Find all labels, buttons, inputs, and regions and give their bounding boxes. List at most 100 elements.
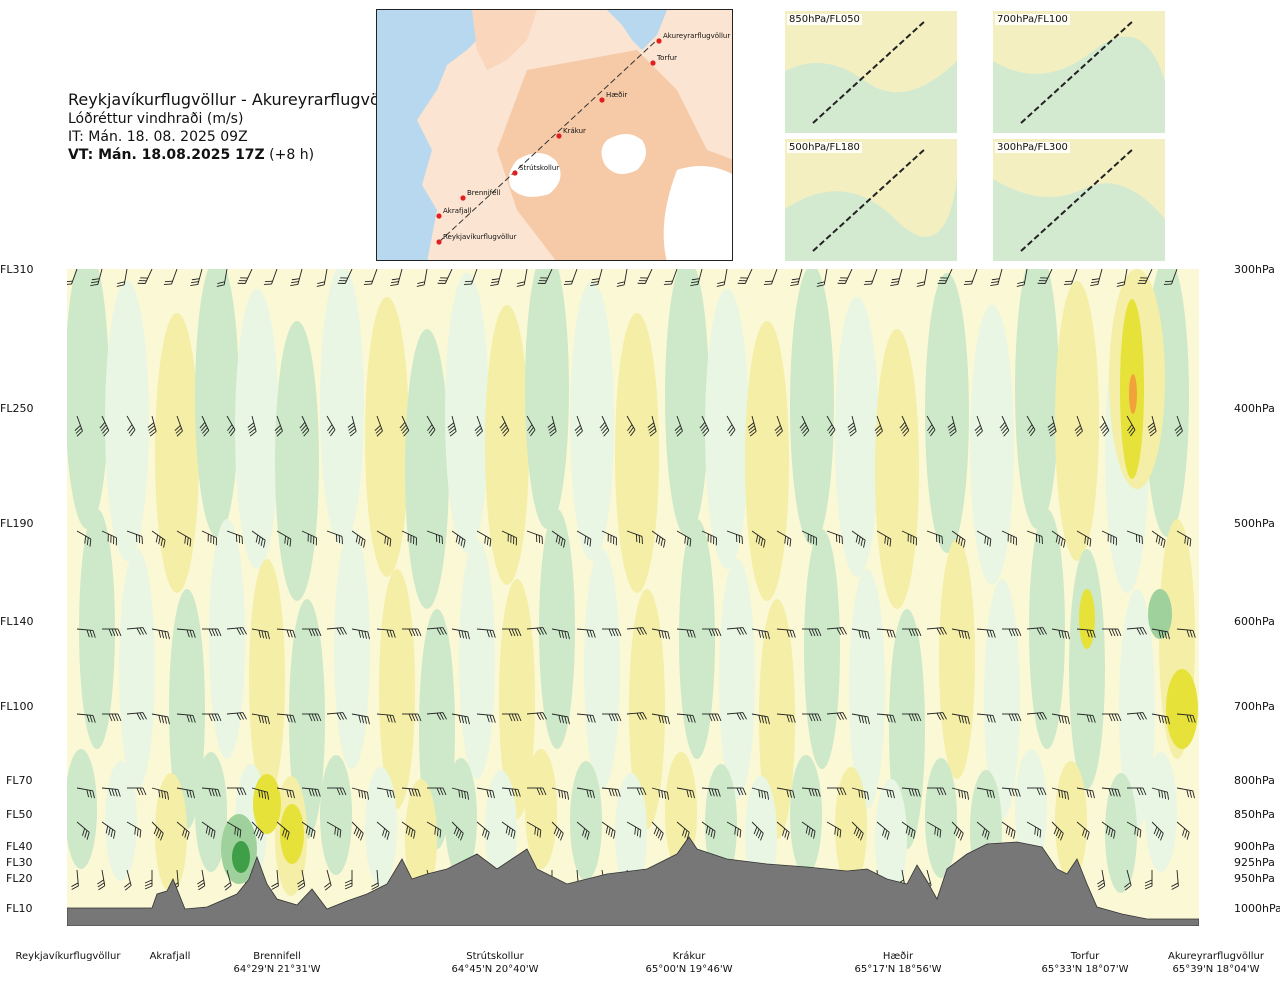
wind-barb	[651, 713, 670, 725]
contour-region	[875, 329, 919, 609]
fl-tick-label: FL30	[6, 856, 33, 869]
wind-barb	[76, 713, 96, 723]
wind-barb	[1001, 787, 1021, 797]
wind-barb	[351, 821, 364, 841]
contour-region	[119, 549, 155, 789]
pressure-tick-label: 900hPa	[1234, 840, 1275, 853]
contour-region	[405, 779, 437, 899]
fl-tick-label: FL250	[0, 402, 34, 415]
wind-barb	[476, 628, 496, 638]
wind-barb	[363, 269, 378, 285]
downdraft-peak	[1129, 374, 1137, 414]
wind-barb	[201, 787, 221, 797]
wind-barb	[251, 821, 264, 841]
wind-barb	[676, 530, 692, 547]
contour-region	[539, 509, 575, 749]
updraft-core	[232, 841, 250, 873]
wind-barb	[726, 530, 743, 545]
wind-barb	[902, 628, 922, 637]
wind-barb	[1076, 628, 1096, 638]
wind-barb	[226, 530, 243, 545]
wind-barb	[690, 269, 703, 286]
wind-barb	[651, 821, 664, 841]
wind-barb	[371, 869, 379, 890]
wind-barb	[837, 269, 853, 284]
contour-region	[105, 281, 149, 561]
wind-barb	[601, 787, 621, 797]
wind-barb	[526, 712, 547, 721]
wind-barb	[602, 713, 622, 722]
wind-barb	[426, 530, 443, 545]
wind-barb	[851, 821, 864, 841]
contour-region	[804, 529, 840, 769]
wind-barb	[376, 821, 390, 840]
fjord-north	[607, 10, 667, 50]
wind-barb	[526, 530, 543, 545]
contour-region	[1015, 269, 1059, 529]
wind-barb	[476, 787, 495, 799]
wind-barb	[102, 713, 122, 722]
chart-header: Reykjavíkurflugvöllur - Akureyrarflugvöl…	[68, 90, 405, 164]
wind-barb	[1176, 787, 1195, 799]
contour-region	[1055, 761, 1087, 881]
wind-barb	[976, 628, 996, 638]
wind-barb	[1126, 530, 1143, 545]
wind-barb	[251, 628, 270, 640]
wind-barb	[876, 821, 890, 840]
pressure-tick-label: 800hPa	[1234, 774, 1275, 787]
wind-barb	[751, 821, 764, 841]
wind-barb	[376, 713, 396, 723]
wind-barb	[537, 269, 553, 284]
wind-barb	[76, 530, 92, 547]
wind-barb	[874, 415, 883, 437]
wind-barb	[390, 269, 403, 286]
wind-barb	[402, 713, 422, 722]
wind-barb	[126, 530, 143, 545]
wind-barb	[399, 415, 410, 437]
contour-region	[679, 519, 715, 759]
wind-barb	[616, 269, 628, 287]
wind-barb	[1176, 628, 1196, 638]
wind-barb	[201, 821, 216, 839]
wind-barb	[951, 628, 970, 640]
wind-barb	[501, 787, 521, 797]
mini-map-label: 700hPa/FL100	[995, 14, 1070, 25]
wind-barb	[847, 415, 857, 437]
contour-region	[67, 749, 97, 869]
wind-barb	[551, 530, 566, 548]
contour-region	[1055, 281, 1099, 561]
wind-barb	[237, 269, 253, 284]
wind-barb	[701, 821, 716, 839]
wind-barb	[190, 269, 203, 286]
contour-region	[790, 755, 822, 875]
wind-barb	[1126, 821, 1142, 838]
wind-barb	[701, 787, 721, 797]
wind-barb	[999, 415, 1010, 437]
wind-barb	[202, 628, 222, 637]
wind-barb	[626, 530, 643, 545]
wind-barb	[463, 269, 478, 285]
wind-barb	[147, 415, 157, 437]
wind-barb	[1063, 269, 1078, 285]
wind-barb	[876, 787, 895, 799]
wind-barb	[826, 627, 847, 636]
wind-barb	[451, 787, 469, 800]
station-coord: 65°00'N 19°46'W	[645, 964, 733, 975]
station-label: Akrafjall	[110, 950, 230, 963]
wind-barb	[751, 628, 770, 640]
route-point	[460, 195, 466, 201]
contour-region	[719, 559, 755, 799]
contour-region	[365, 767, 397, 887]
station-name: Strútskollur	[466, 951, 524, 962]
wind-barb	[451, 713, 470, 725]
wind-barb	[316, 269, 328, 287]
wind-barb	[251, 530, 266, 548]
contour-region	[105, 761, 137, 881]
station-label: Krákur 65°00'N 19°46'W	[629, 950, 749, 976]
wind-barb	[802, 713, 822, 722]
pressure-tick-label: 950hPa	[1234, 872, 1275, 885]
wind-barb	[551, 821, 564, 841]
wind-barb	[1171, 869, 1179, 890]
fl-tick-label: FL100	[0, 700, 34, 713]
wind-barb	[101, 530, 117, 546]
